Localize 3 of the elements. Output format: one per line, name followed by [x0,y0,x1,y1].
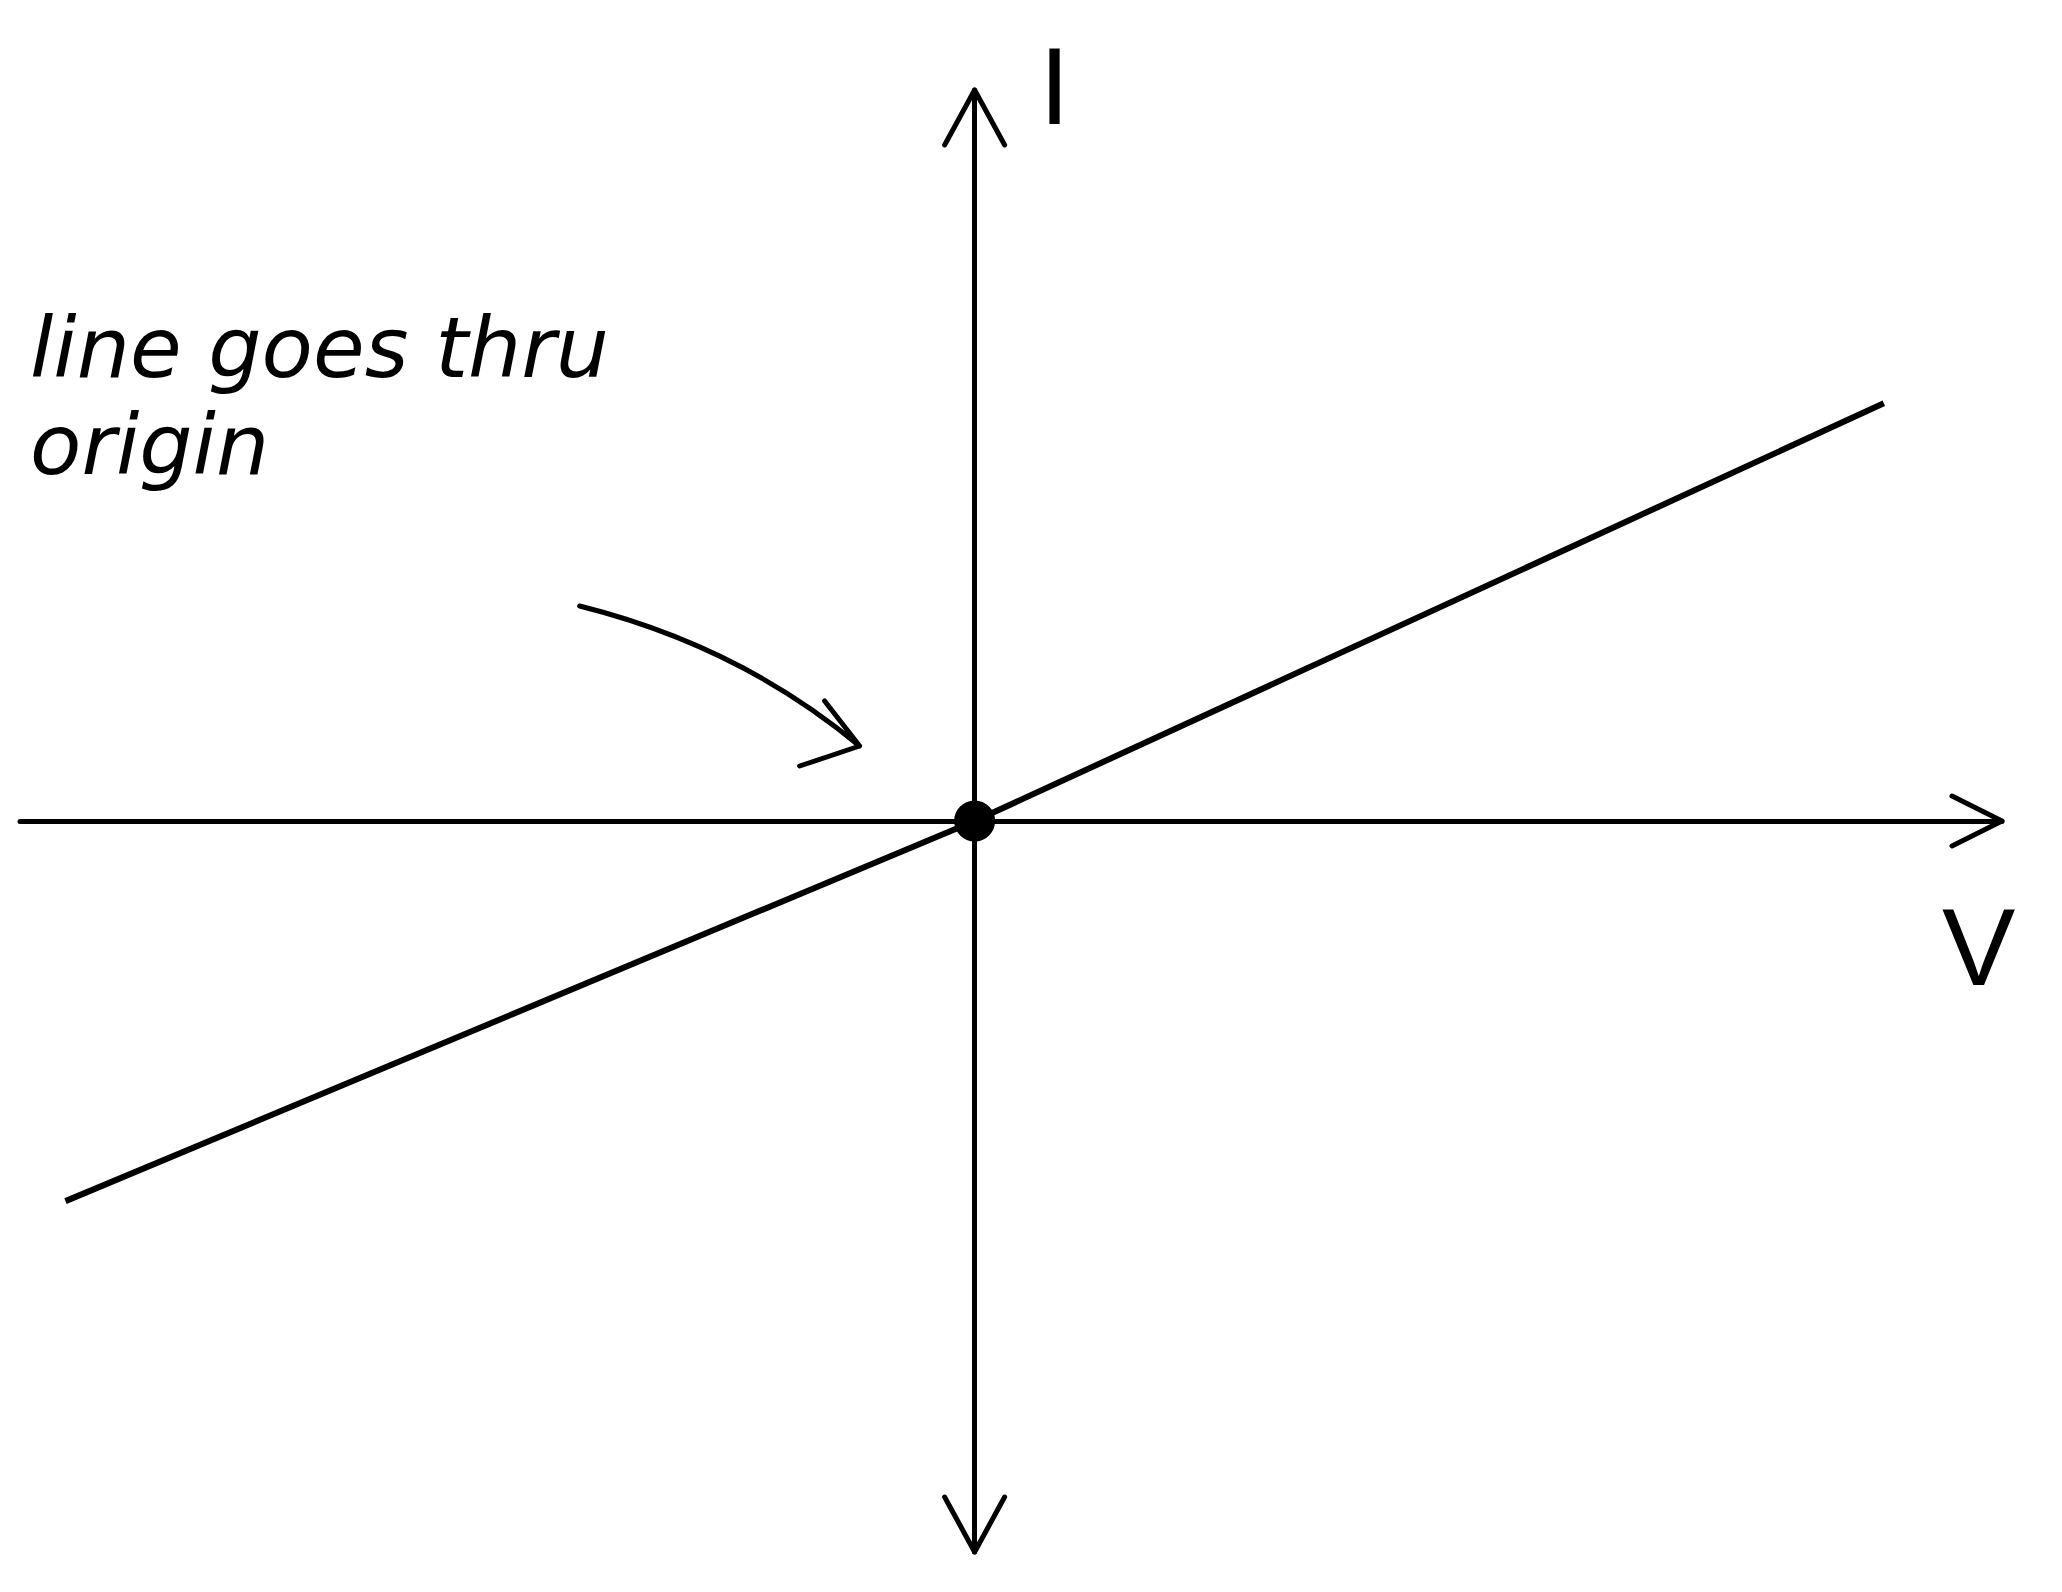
annotation: line goes thru origin [30,299,611,494]
y-axis-title: I [1039,23,1070,147]
x-axis-title: V [1942,884,2016,1008]
